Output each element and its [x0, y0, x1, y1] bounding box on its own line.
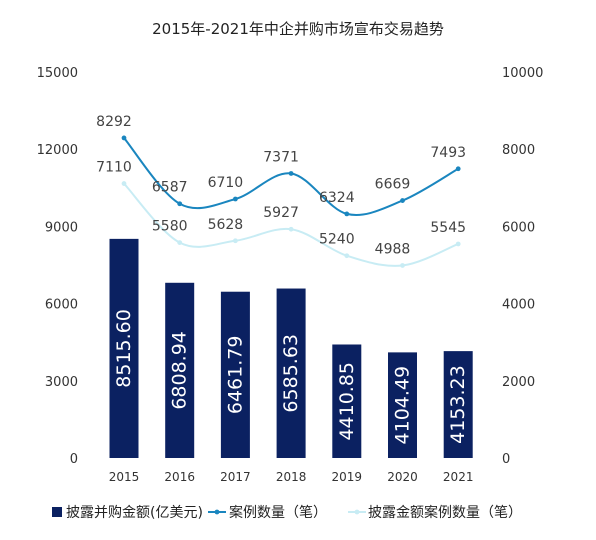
line-value-label: 8292: [96, 114, 132, 130]
bar-value-label: 6808.94: [169, 331, 191, 410]
line-value-label: 5580: [152, 219, 188, 235]
bar-value-label: 6585.63: [280, 334, 302, 413]
line-series: 7110 5580 5628 5927 5240 4988 5545 8292 6587 6710…: [96, 114, 466, 268]
left-tick-label: 15000: [37, 66, 78, 81]
line-value-label: 7110: [96, 160, 132, 176]
bar: [443, 351, 473, 458]
line-point: [121, 135, 127, 141]
right-tick-label: 8000: [502, 143, 535, 158]
chart-title: 2015年-2021年中企并购市场宣布交易趋势: [152, 20, 444, 38]
left-tick-label: 3000: [45, 375, 78, 390]
line-point: [344, 253, 350, 259]
bar: [165, 282, 195, 458]
line-point: [288, 171, 294, 176]
line-value-label: 7493: [430, 145, 466, 161]
x-tick-label: 2019: [332, 470, 363, 484]
line-value-label: 5545: [430, 220, 466, 236]
right-tick-label: 2000: [502, 375, 535, 390]
left-axis: 0 3000 6000 9000 12000 15000: [37, 66, 78, 467]
x-tick-label: 2018: [276, 470, 307, 484]
legend-label: 案例数量（笔）: [229, 504, 327, 521]
bar-value-label: 6461.79: [224, 336, 246, 415]
line-value-label: 7371: [263, 149, 299, 165]
line-point: [288, 226, 294, 232]
right-tick-label: 10000: [502, 66, 543, 81]
bar: [332, 344, 362, 458]
legend-swatch-bar: [52, 507, 62, 517]
right-tick-label: 4000: [502, 298, 535, 313]
line-value-label: 5927: [263, 205, 299, 221]
left-tick-label: 9000: [45, 220, 78, 235]
right-tick-label: 0: [502, 452, 510, 467]
legend-swatch-marker: [354, 509, 360, 515]
left-tick-label: 12000: [37, 143, 78, 158]
bar-series: 8515.60 6808.94 6461.79 6585.63 4410.85 4104.…: [109, 238, 473, 458]
line-value-label: 6324: [319, 190, 355, 206]
bar-value-label: 8515.60: [113, 309, 135, 388]
x-tick-label: 2020: [387, 470, 418, 484]
line-value-label: 6587: [152, 180, 188, 196]
right-tick-label: 6000: [502, 220, 535, 235]
legend-swatch-marker: [214, 509, 220, 515]
line-value-label: 6710: [208, 175, 244, 191]
line-point: [177, 201, 183, 207]
bar: [109, 238, 139, 458]
line-point: [177, 240, 183, 246]
legend-label: 披露金额案例数量（笔）: [368, 504, 522, 521]
line-point: [233, 196, 238, 202]
left-tick-label: 0: [70, 452, 78, 467]
left-tick-label: 6000: [45, 298, 78, 313]
bar-value-label: 4104.49: [392, 366, 414, 445]
line-value-label: 5628: [208, 217, 244, 233]
line-value-label: 6669: [375, 177, 411, 193]
bar-value-label: 4410.85: [336, 362, 358, 441]
bar: [388, 352, 417, 458]
line-value-label: 4988: [375, 241, 411, 257]
bar-value-label: 4153.23: [447, 365, 469, 444]
legend-label: 披露并购金额(亿美元): [66, 505, 203, 521]
right-axis: 0 2000 4000 6000 8000 10000: [502, 66, 543, 467]
line-point: [233, 238, 238, 244]
x-tick-label: 2015: [109, 470, 140, 484]
line-point: [400, 198, 405, 203]
bar: [220, 291, 250, 458]
line-point: [344, 211, 350, 217]
line-point: [121, 181, 127, 186]
x-tick-label: 2017: [220, 470, 251, 484]
legend: 披露并购金额(亿美元) 案例数量（笔） 披露金额案例数量（笔）: [52, 504, 522, 521]
x-axis: 2015 2016 2017 2018 2019 2020 2021: [109, 470, 474, 484]
line-value-label: 5240: [319, 232, 355, 248]
line-point: [455, 241, 461, 247]
line-point: [400, 263, 405, 268]
x-tick-label: 2016: [164, 470, 195, 484]
x-tick-label: 2021: [443, 470, 474, 484]
line-point: [455, 166, 461, 172]
bar: [276, 288, 306, 458]
